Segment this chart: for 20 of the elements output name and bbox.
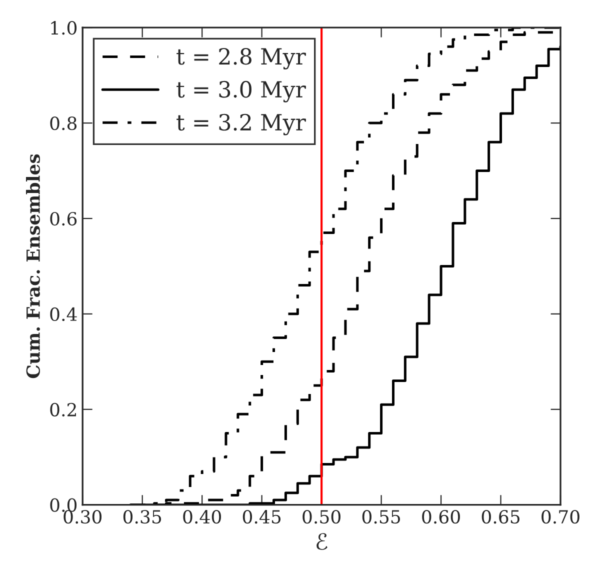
y-tick-label: 0.8 — [50, 116, 77, 130]
legend-label: t = 3.2 Myr — [176, 114, 306, 136]
x-tick-label: 0.40 — [183, 510, 221, 524]
x-tick-label: 0.30 — [64, 510, 102, 524]
y-axis-title: Cum. Frac. Ensembles — [26, 154, 40, 378]
y-tick-label: 0.2 — [50, 402, 76, 416]
legend-label: t = 2.8 Myr — [176, 48, 306, 70]
x-tick-label: 0.50 — [302, 510, 340, 524]
x-tick-label: 0.35 — [123, 510, 162, 524]
x-tick-label: 0.65 — [482, 510, 520, 524]
x-axis-title: ℰ — [316, 533, 328, 550]
legend-label: t = 3.0 Myr — [176, 80, 306, 102]
y-tick-label: 0.4 — [50, 307, 77, 322]
y-tick-label: 0.0 — [50, 498, 77, 512]
y-tick-label: 1.0 — [51, 21, 77, 35]
x-tick-label: 0.70 — [542, 510, 580, 524]
x-tick-label: 0.60 — [422, 510, 460, 524]
x-tick-label: 0.55 — [362, 510, 400, 524]
y-tick-label: 0.6 — [50, 212, 77, 226]
x-tick-label: 0.45 — [242, 510, 281, 524]
